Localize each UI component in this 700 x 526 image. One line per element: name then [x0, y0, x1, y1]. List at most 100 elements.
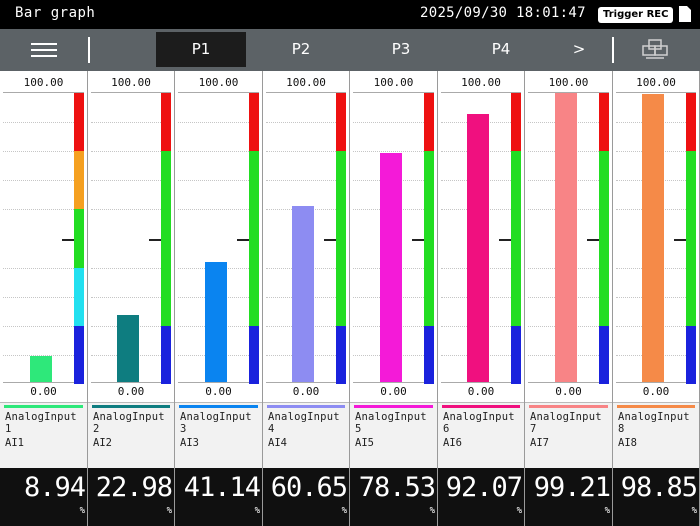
- channel-column[interactable]: 100.00 0.00 AnalogInput 8 AI8 98.85 %: [613, 71, 700, 526]
- grid-line: [91, 122, 161, 123]
- grid-line: [91, 209, 161, 210]
- tab-p2[interactable]: P2: [291, 40, 311, 58]
- channel-color-line: [354, 405, 433, 408]
- alarm-scale-segment: [74, 151, 84, 210]
- bar-plot-area: [178, 92, 259, 384]
- scale-min-label: 0.00: [117, 385, 145, 398]
- channel-info: AnalogInput 6 AI6: [438, 402, 524, 468]
- alarm-scale-segment: [336, 151, 346, 326]
- scale-mid-tick: [237, 239, 249, 241]
- alarm-scale-segment: [424, 325, 434, 384]
- grid-line: [178, 151, 249, 152]
- channel-unit: %: [166, 506, 172, 516]
- channel-column[interactable]: 100.00 0.00 AnalogInput 3 AI3 41.14 %: [175, 71, 263, 526]
- alarm-scale-segment: [336, 93, 346, 152]
- tab-p4[interactable]: P4: [491, 40, 511, 58]
- channel-info: AnalogInput 7 AI7: [525, 402, 612, 468]
- channel-column[interactable]: 100.00 0.00 AnalogInput 7 AI7 99.21 %: [525, 71, 613, 526]
- scale-mid-tick: [499, 239, 511, 241]
- grid-line: [3, 180, 74, 181]
- tab-p3[interactable]: P3: [391, 40, 411, 58]
- grid-line: [91, 151, 161, 152]
- channel-name: AnalogInput 3: [180, 411, 252, 435]
- channel-unit: %: [79, 506, 85, 516]
- scale-max-label: 100.00: [111, 76, 151, 89]
- channel-bar: [292, 206, 314, 382]
- channel-unit: %: [691, 506, 697, 516]
- scale-mid-tick: [324, 239, 336, 241]
- alarm-scale: [249, 93, 259, 384]
- channel-readout: 60.65 %: [263, 468, 349, 526]
- alarm-scale-segment: [161, 325, 171, 384]
- scale-min-label: 0.00: [555, 385, 582, 398]
- alarm-scale-segment: [424, 93, 434, 152]
- channel-value: 78.53: [358, 472, 436, 503]
- channel-bar: [467, 114, 489, 382]
- channel-tag: AI7: [530, 437, 549, 449]
- grid-line: [353, 122, 424, 123]
- channel-value: 8.94: [23, 472, 86, 503]
- alarm-scale-segment: [74, 267, 84, 326]
- hamburger-menu-icon[interactable]: [28, 39, 60, 61]
- channel-bar: [117, 315, 139, 382]
- grid-line: [266, 180, 336, 181]
- scale-max-label: 100.00: [373, 76, 414, 89]
- scale-max-label: 100.00: [636, 76, 676, 89]
- grid-line: [91, 297, 161, 298]
- channel-color-line: [267, 405, 345, 408]
- channel-value: 22.98: [95, 472, 173, 503]
- scale-max-label: 100.00: [23, 76, 64, 89]
- channel-readout: 98.85 %: [613, 468, 699, 526]
- date-time: 2025/09/30 18:01:47: [420, 5, 586, 21]
- channel-name: AnalogInput 1: [5, 411, 77, 435]
- alarm-scale: [599, 93, 609, 384]
- channel-bar: [555, 93, 577, 382]
- scale-min-label: 0.00: [642, 385, 670, 398]
- alarm-scale-segment: [74, 325, 84, 384]
- window-title: Bar graph: [15, 5, 96, 21]
- channel-color-line: [92, 405, 170, 408]
- alarm-scale-segment: [161, 93, 171, 152]
- scale-mid-tick: [674, 239, 686, 241]
- alarm-scale: [511, 93, 521, 384]
- channel-value: 41.14: [183, 472, 261, 503]
- channel-color-line: [617, 405, 695, 408]
- scale-min-label: 0.00: [205, 385, 232, 398]
- scale-mid-tick: [412, 239, 424, 241]
- grid-line: [178, 180, 249, 181]
- channel-unit: %: [254, 506, 260, 516]
- scale-max-label: 100.00: [548, 76, 589, 89]
- scale-mid-tick: [587, 239, 599, 241]
- channel-unit: %: [341, 506, 347, 516]
- trigger-rec-badge[interactable]: Trigger REC: [598, 7, 674, 23]
- alarm-scale: [686, 93, 696, 384]
- channel-tag: AI2: [93, 437, 112, 449]
- channel-name: AnalogInput 8: [618, 411, 690, 435]
- alarm-scale-segment: [74, 93, 84, 152]
- channel-column[interactable]: 100.00 0.00 AnalogInput 4 AI4 60.65 %: [263, 71, 350, 526]
- channel-name: AnalogInput 2: [93, 411, 165, 435]
- tab-p1[interactable]: P1: [156, 32, 246, 67]
- channel-column[interactable]: 100.00 0.00 AnalogInput 2 AI2 22.98 %: [88, 71, 175, 526]
- next-page-button[interactable]: >: [572, 40, 586, 58]
- channel-color-line: [179, 405, 258, 408]
- multi-window-icon[interactable]: [640, 38, 670, 62]
- alarm-scale-segment: [424, 151, 434, 326]
- channel-column[interactable]: 100.00 0.00 AnalogInput 5 AI5 78.53 %: [350, 71, 438, 526]
- alarm-scale-segment: [686, 151, 696, 326]
- channel-readout: 99.21 %: [525, 468, 612, 526]
- grid-line: [3, 209, 74, 210]
- bar-plot-area: [441, 92, 521, 384]
- grid-line: [353, 151, 424, 152]
- grid-line: [178, 209, 249, 210]
- channel-name: AnalogInput 6: [443, 411, 515, 435]
- grid-line: [3, 122, 74, 123]
- channel-value: 92.07: [445, 472, 523, 503]
- channel-column[interactable]: 100.00 0.00 AnalogInput 6 AI6 92.07 %: [438, 71, 525, 526]
- channel-tag: AI4: [268, 437, 287, 449]
- grid-line: [3, 355, 74, 356]
- channel-column[interactable]: 100.00 0.00 AnalogInput 1 AI1 8.94 %: [0, 71, 88, 526]
- alarm-scale-segment: [511, 325, 521, 384]
- scale-min-label: 0.00: [467, 385, 495, 398]
- bar-plot-area: [3, 92, 84, 384]
